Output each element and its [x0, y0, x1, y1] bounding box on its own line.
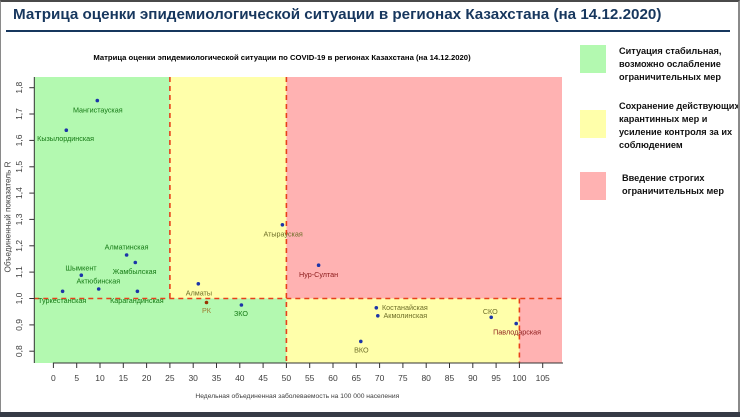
svg-text:1,8: 1,8: [14, 82, 24, 94]
svg-text:1,4: 1,4: [14, 187, 24, 199]
svg-text:Матрица оценки эпидемиологичес: Матрица оценки эпидемиологической ситуац…: [93, 53, 471, 62]
svg-text:Нур-Султан: Нур-Султан: [299, 270, 338, 279]
svg-text:1,7: 1,7: [14, 108, 24, 120]
svg-text:Акмолинская: Акмолинская: [384, 311, 428, 320]
svg-text:105: 105: [536, 373, 550, 383]
svg-text:60: 60: [328, 373, 338, 383]
svg-text:0,8: 0,8: [14, 345, 24, 357]
svg-text:Жамбылская: Жамбылская: [113, 267, 157, 276]
svg-text:СКО: СКО: [483, 307, 498, 316]
svg-text:65: 65: [352, 373, 362, 383]
svg-text:1,6: 1,6: [14, 134, 24, 146]
svg-text:5: 5: [74, 373, 79, 383]
svg-text:70: 70: [375, 373, 385, 383]
svg-text:Мангистауская: Мангистауская: [73, 106, 123, 115]
svg-text:75: 75: [398, 373, 408, 383]
svg-text:0: 0: [51, 373, 56, 383]
svg-text:1,2: 1,2: [14, 240, 24, 252]
svg-text:Кызылординская: Кызылординская: [37, 134, 94, 143]
svg-text:РК: РК: [202, 306, 212, 315]
svg-text:Актюбинская: Актюбинская: [77, 277, 121, 286]
svg-text:15: 15: [119, 373, 129, 383]
svg-text:Костанайская: Костанайская: [382, 303, 428, 312]
svg-text:10: 10: [95, 373, 105, 383]
svg-text:90: 90: [468, 373, 478, 383]
svg-text:ВКО: ВКО: [354, 346, 369, 355]
svg-text:45: 45: [258, 373, 268, 383]
svg-text:85: 85: [445, 373, 455, 383]
svg-text:0,9: 0,9: [14, 319, 24, 331]
svg-text:55: 55: [305, 373, 315, 383]
svg-text:Шымкент: Шымкент: [65, 264, 97, 273]
svg-text:1,3: 1,3: [14, 213, 24, 225]
svg-text:Недельная объединенная заболев: Недельная объединенная заболеваемость на…: [195, 392, 399, 400]
svg-text:ЗКО: ЗКО: [234, 309, 248, 318]
svg-text:80: 80: [421, 373, 431, 383]
svg-text:1,5: 1,5: [14, 161, 24, 173]
svg-text:40: 40: [235, 373, 245, 383]
svg-text:1,0: 1,0: [14, 292, 24, 304]
svg-text:100: 100: [512, 373, 526, 383]
svg-text:Туркестанская: Туркестанская: [38, 296, 86, 305]
svg-text:Карагандинская: Карагандинская: [110, 296, 164, 305]
svg-text:1,1: 1,1: [14, 266, 24, 278]
svg-text:30: 30: [188, 373, 198, 383]
svg-text:Алматы: Алматы: [186, 289, 212, 298]
svg-text:Объединенный показатель R: Объединенный показатель R: [4, 161, 13, 272]
svg-text:25: 25: [165, 373, 175, 383]
svg-text:Атырауская: Атырауская: [263, 229, 302, 238]
svg-text:35: 35: [212, 373, 222, 383]
svg-text:95: 95: [491, 373, 501, 383]
svg-text:50: 50: [282, 373, 292, 383]
svg-text:Алматинская: Алматинская: [105, 243, 149, 252]
svg-text:Павлодарская: Павлодарская: [493, 327, 541, 336]
svg-text:20: 20: [142, 373, 152, 383]
